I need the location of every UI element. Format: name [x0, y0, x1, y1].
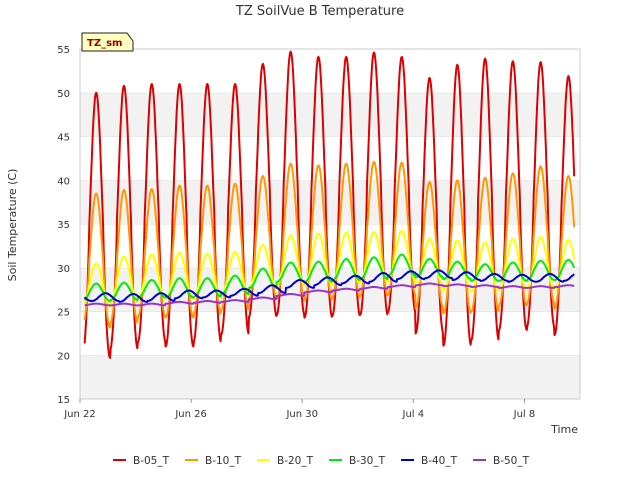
grid-band: [80, 136, 580, 181]
x-tick-label: Jul 4: [402, 409, 425, 420]
station-tag-label: TZ_sm: [87, 38, 122, 49]
series-line-b-05-t: [83, 50, 576, 359]
station-tag-box: [81, 32, 134, 52]
y-tick-label: 50: [57, 89, 70, 100]
series-line-b-50-t: [84, 282, 575, 307]
y-tick-label: 55: [57, 45, 70, 56]
x-tick-label: Jun 26: [174, 409, 207, 420]
chart-title: TZ SoilVue B Temperature: [235, 4, 404, 19]
y-axis-ticks: 15 20 25 30 35 40 45 50 55: [57, 45, 70, 406]
legend-label: B-20_T: [277, 455, 314, 467]
plot-frame: [79, 48, 581, 400]
grid-band: [80, 311, 580, 356]
y-tick-label: 25: [57, 308, 70, 319]
y-tick-label: 45: [57, 133, 70, 144]
series-line-b-40-t: [83, 269, 575, 303]
plot-background-bands: [79, 48, 581, 400]
y-tick-label: 40: [57, 176, 70, 187]
grid-band: [80, 49, 580, 93]
grid-band: [80, 355, 580, 399]
legend-label: B-05_T: [133, 455, 170, 467]
y-tick-label: 15: [57, 395, 70, 406]
x-axis-ticks: Jun 22 Jun 26 Jun 30 Jul 4 Jul 8: [63, 399, 535, 420]
x-tick-label: Jun 30: [285, 409, 318, 420]
x-tick-label: Jun 22: [63, 409, 96, 420]
grid-band: [80, 180, 580, 224]
x-axis-label: Time: [550, 423, 578, 436]
y-tick-label: 20: [57, 351, 70, 362]
x-tick-label: Jul 8: [513, 409, 536, 420]
legend-label: B-40_T: [421, 455, 458, 467]
station-tag: TZ_sm: [81, 32, 134, 52]
y-axis-label: Soil Temperature (C): [6, 169, 19, 282]
legend: B-05_T B-10_T B-20_T B-30_T B-40_T B-50_T: [113, 455, 530, 467]
legend-label: B-30_T: [349, 455, 386, 467]
series-line-b-10-t: [83, 160, 576, 329]
legend-label: B-10_T: [205, 455, 242, 467]
y-tick-label: 30: [57, 264, 70, 275]
grid-band: [80, 92, 580, 137]
y-tick-label: 35: [57, 220, 70, 231]
grid-band: [80, 224, 580, 268]
legend-label: B-50_T: [493, 455, 530, 467]
series-lines: [83, 50, 576, 359]
